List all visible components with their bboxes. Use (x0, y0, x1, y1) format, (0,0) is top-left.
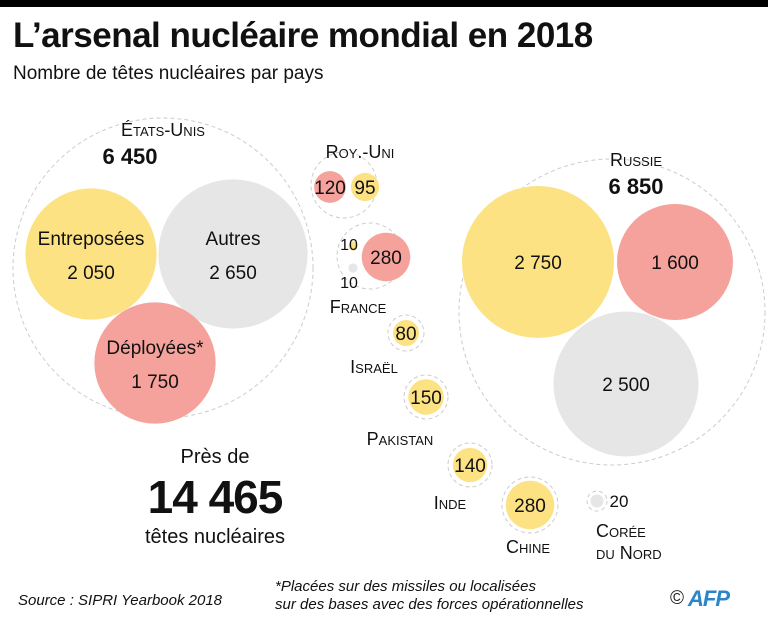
value-label-chine-entreposees: 280 (514, 496, 546, 517)
total-prefix: Près de (180, 446, 250, 468)
value-label-russie-deployees: 1 600 (651, 253, 699, 274)
bubble-coree-du-nord-autres (590, 494, 604, 508)
bubble-inde-entreposees (452, 447, 488, 483)
footnote: *Placées sur des missiles ou localisées … (275, 578, 584, 614)
footnote-line-1: *Placées sur des missiles ou localisées (275, 578, 536, 595)
bubble-france-deployees (361, 232, 411, 282)
chart-title: L’arsenal nucléaire mondial en 2018 (13, 16, 593, 55)
afp-logo: AFP (688, 586, 730, 611)
bubble-russie-deployees (617, 204, 733, 320)
bubble-chine-entreposees (505, 480, 555, 530)
value-label-israel-entreposees: 80 (395, 324, 416, 345)
value-label-pakistan-entreposees: 150 (410, 388, 442, 409)
bubble-israel-entreposees (393, 320, 419, 346)
bubble-france-entreposees (348, 241, 358, 251)
value-label-russie-entreposees: 2 750 (514, 253, 562, 274)
country-outline-israel (387, 314, 425, 352)
country-name-etats-unis: États-Unis (121, 120, 205, 140)
country-outline-pakistan (403, 374, 449, 420)
country-outline-coree-du-nord (586, 490, 608, 512)
country-name-pakistan: Pakistan (367, 429, 434, 449)
total-suffix: têtes nucléaires (144, 526, 286, 548)
copyright-icon: © (670, 588, 684, 609)
value-label-france-entreposees: 10 (340, 237, 358, 254)
value-label-coree-du-nord: 20 (610, 492, 629, 511)
category-label-etats-unis-deployees: Déployées* (106, 338, 204, 359)
country-name-roy-uni: Roy.-Uni (326, 142, 395, 162)
value-label-france-autres: 10 (340, 275, 358, 292)
afp-credit: © AFP (670, 586, 730, 612)
footnote-line-2: sur des bases avec des forces opérationn… (275, 596, 584, 613)
country-total-russie: 6 850 (608, 174, 663, 199)
value-label-roy-uni-entreposees: 95 (354, 178, 375, 199)
category-label-etats-unis-entreposees: Entreposées (38, 229, 145, 250)
value-label-etats-unis-deployees: 1 750 (131, 372, 179, 393)
value-label-etats-unis-entreposees: 2 050 (67, 263, 115, 284)
country-name-france: France (330, 297, 387, 317)
category-label-etats-unis-autres: Autres (206, 229, 261, 250)
bubble-etats-unis-deployees (94, 302, 216, 424)
country-total-etats-unis: 6 450 (102, 144, 157, 169)
bubble-pakistan-entreposees (408, 379, 444, 415)
top-bar (0, 0, 768, 7)
bubble-roy-uni-deployees (314, 171, 346, 203)
value-label-inde-entreposees: 140 (454, 456, 486, 477)
country-name-israel: Israël (350, 357, 398, 377)
country-name-coree-du-nord-2: du Nord (596, 543, 662, 563)
country-outline-chine (501, 476, 559, 534)
value-label-france-deployees: 280 (370, 248, 402, 269)
bubble-etats-unis-entreposees (25, 188, 157, 320)
value-label-roy-uni-deployees: 120 (314, 178, 346, 199)
country-outline-russie (458, 158, 766, 466)
bubble-etats-unis-autres (158, 179, 308, 329)
total-value: 14 465 (147, 471, 284, 523)
chart-subtitle: Nombre de têtes nucléaires par pays (13, 63, 324, 84)
source-note: Source : SIPRI Yearbook 2018 (18, 592, 223, 609)
country-name-inde: Inde (434, 493, 467, 513)
bubble-roy-uni-entreposees (350, 172, 380, 202)
country-outline-inde (447, 442, 493, 488)
bubble-russie-entreposees (462, 186, 614, 338)
bubble-france-autres (348, 263, 358, 273)
country-name-coree-du-nord-1: Corée (596, 521, 646, 541)
country-name-russie: Russie (610, 150, 662, 170)
value-label-etats-unis-autres: 2 650 (209, 263, 257, 284)
country-outline-etats-unis (12, 117, 314, 419)
value-label-russie-autres: 2 500 (602, 375, 650, 396)
bubble-russie-autres (553, 311, 699, 457)
country-name-chine: Chine (506, 537, 550, 557)
